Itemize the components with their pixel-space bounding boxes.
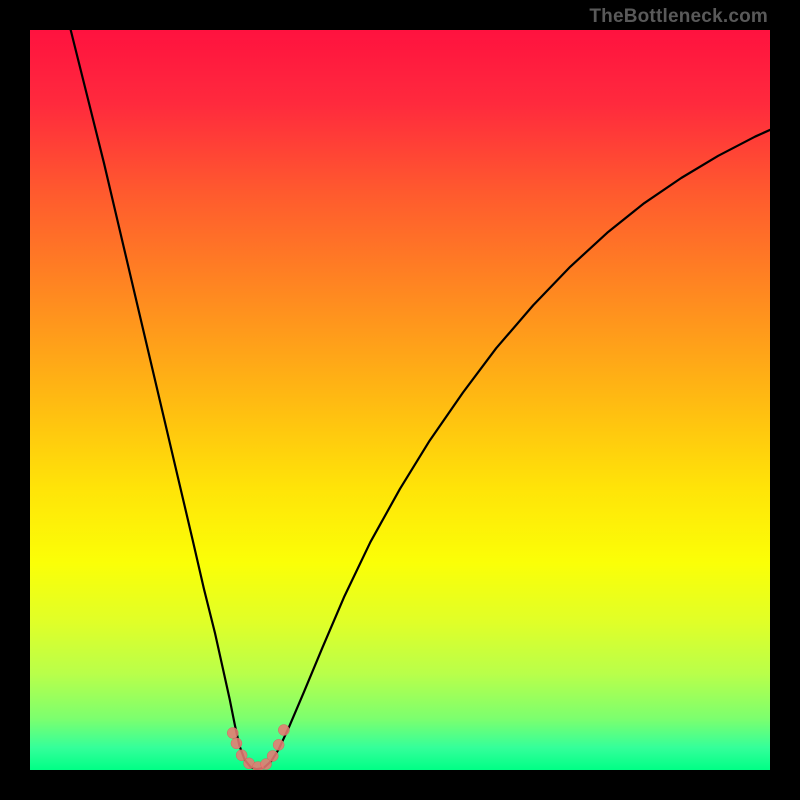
bottom-marker (231, 738, 242, 749)
bottom-marker (273, 739, 284, 750)
bottom-marker (227, 728, 238, 739)
chart-svg (30, 30, 770, 770)
chart-frame: TheBottleneck.com (0, 0, 800, 800)
bottom-marker (278, 725, 289, 736)
gradient-background (30, 30, 770, 770)
watermark-text: TheBottleneck.com (589, 6, 768, 28)
plot-area (30, 30, 770, 770)
bottom-marker (267, 750, 278, 761)
